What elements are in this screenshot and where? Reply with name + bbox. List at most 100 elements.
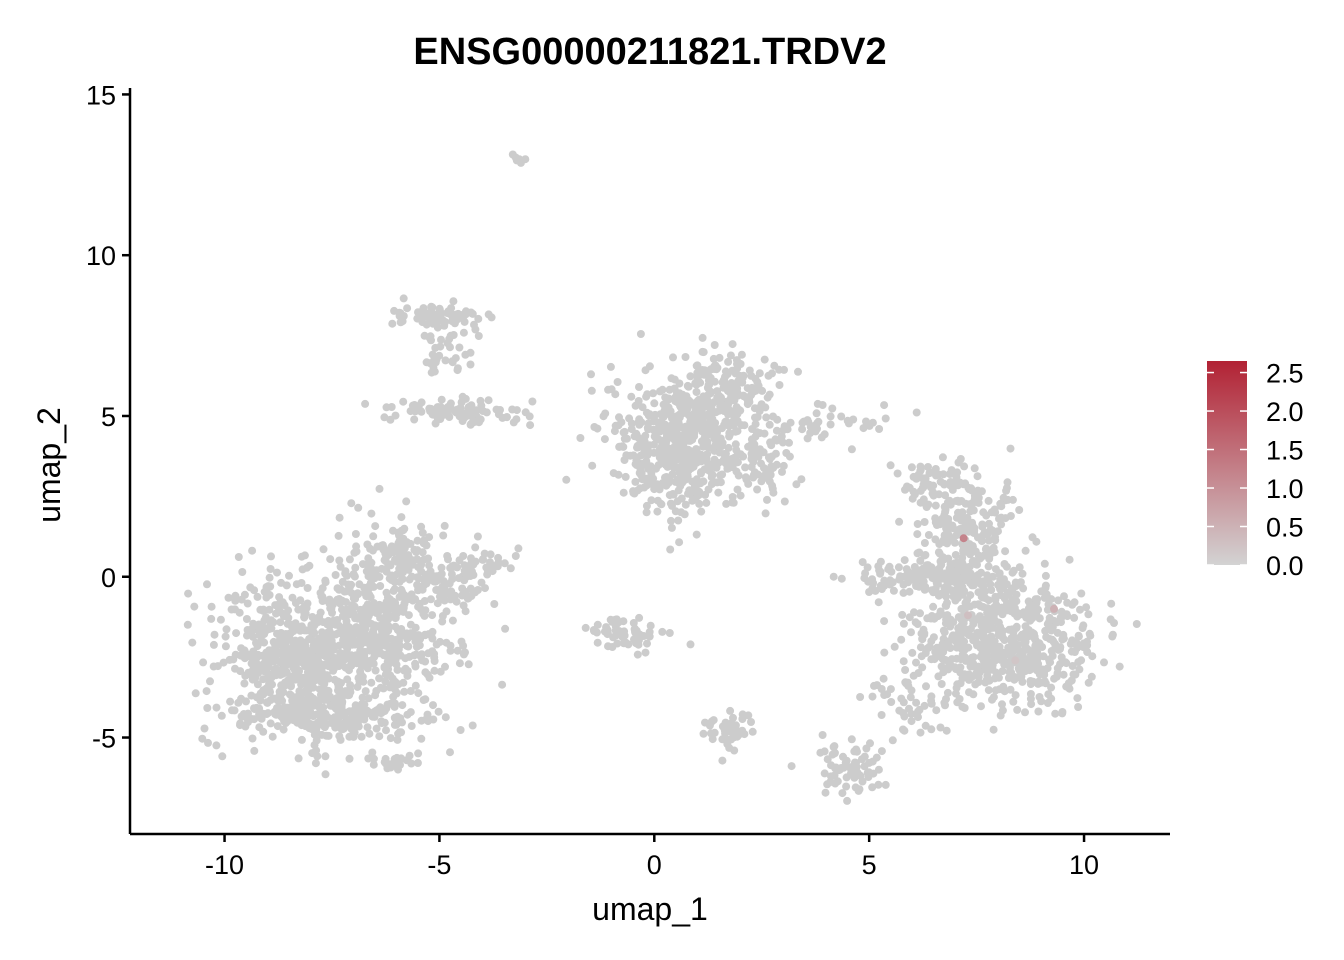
cell-point [1002, 486, 1011, 495]
cell-point [957, 616, 966, 624]
cell-point [687, 464, 696, 473]
cell-point [747, 450, 756, 458]
cell-point [685, 458, 694, 467]
cell-point [246, 583, 255, 592]
cell-point [907, 628, 915, 637]
cell-point [625, 414, 634, 423]
cell-point [968, 557, 977, 566]
cell-point [408, 560, 417, 569]
cell-point [600, 627, 609, 636]
cell-point [316, 608, 325, 617]
cell-point [763, 495, 771, 504]
cell-point [866, 739, 874, 748]
cell-point [347, 720, 356, 729]
cell-point [449, 297, 458, 306]
cell-point [480, 549, 489, 558]
cell-point [437, 335, 445, 344]
cell-point [484, 396, 493, 405]
cell-point [687, 400, 696, 409]
cell-point [647, 469, 656, 478]
cell-point [1083, 637, 1091, 646]
cell-point [234, 553, 243, 561]
cell-point [974, 551, 983, 560]
cell-point [375, 484, 384, 493]
cell-point [949, 568, 957, 577]
cell-point [682, 392, 691, 401]
cell-point [1033, 595, 1042, 604]
cell-point [240, 679, 249, 688]
cell-point [376, 683, 385, 692]
cell-point [294, 672, 303, 681]
cell-point [663, 462, 672, 471]
cell-point [356, 641, 365, 649]
cell-point [511, 153, 520, 162]
cell-point [360, 647, 369, 656]
cell-point [641, 431, 650, 440]
cell-point [762, 413, 771, 422]
cell-point [990, 637, 999, 646]
y-axis-label: umap_2 [31, 407, 67, 523]
cell-point [675, 538, 684, 547]
cell-point [1072, 639, 1081, 648]
cell-point [357, 732, 366, 741]
cell-point [389, 602, 398, 611]
cell-point [393, 735, 402, 744]
cell-point [957, 604, 966, 613]
cell-point [903, 678, 912, 687]
cell-point [1010, 675, 1019, 684]
cell-point [1003, 588, 1012, 597]
cell-point [665, 491, 674, 500]
cell-point [1001, 547, 1010, 556]
cell-point [1047, 683, 1056, 692]
cell-point [673, 497, 682, 506]
cell-point [1083, 648, 1092, 656]
cell-point [334, 531, 343, 540]
cell-point [242, 615, 251, 623]
cell-point [231, 605, 239, 614]
cell-point [958, 625, 967, 634]
scatter-points [183, 150, 1141, 805]
cell-point [924, 531, 933, 539]
cell-point [318, 584, 327, 593]
cell-point [428, 350, 437, 359]
cell-point [938, 572, 947, 581]
cell-point [727, 418, 736, 427]
cell-point [358, 693, 367, 702]
cell-point [949, 618, 958, 627]
cell-point [895, 706, 904, 715]
cell-point [650, 399, 659, 408]
y-tick-label: -5 [92, 724, 116, 754]
cell-point [253, 680, 262, 689]
cell-point [417, 522, 426, 531]
cell-point [263, 669, 272, 678]
cell-point [744, 479, 753, 488]
cell-point [642, 392, 651, 401]
colorbar-tick-label: 2.5 [1266, 359, 1304, 389]
cell-point [1045, 617, 1054, 626]
cell-point [399, 397, 408, 406]
cell-point [391, 646, 400, 655]
cell-point [330, 654, 339, 662]
cell-point [300, 613, 309, 622]
cell-point [713, 387, 722, 396]
cell-point [281, 713, 289, 722]
cell-point [745, 366, 754, 375]
cell-point [910, 490, 919, 499]
cell-point [1041, 626, 1050, 635]
cell-point [775, 381, 784, 389]
cell-point [716, 434, 725, 443]
cell-point [279, 665, 288, 674]
cell-point [847, 735, 856, 744]
cell-point [511, 552, 520, 560]
cell-point [224, 593, 233, 602]
cell-point [283, 676, 292, 685]
cell-point [1018, 569, 1027, 578]
cell-point [345, 623, 354, 632]
cell-point [673, 475, 682, 484]
cell-point [780, 497, 789, 506]
cell-point [447, 587, 456, 596]
cell-point [333, 716, 342, 725]
cell-point [945, 660, 954, 669]
cell-point [399, 294, 408, 303]
cell-point [231, 596, 240, 605]
